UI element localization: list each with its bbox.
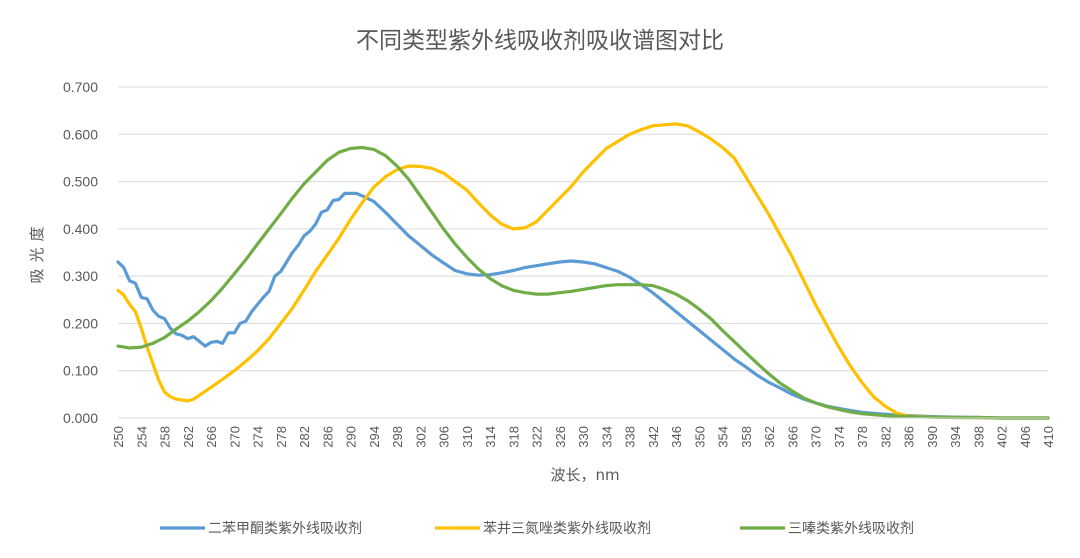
y-tick-label: 0.100 [63, 363, 98, 379]
x-tick-label: 334 [599, 426, 614, 448]
x-tick-label: 366 [785, 426, 800, 448]
x-tick-label: 382 [878, 426, 893, 448]
x-tick-label: 338 [623, 426, 638, 448]
x-tick-label: 362 [762, 426, 777, 448]
x-tick-label: 330 [576, 426, 591, 448]
x-tick-label: 298 [390, 426, 405, 448]
y-axis-label: 吸光度 [28, 220, 46, 283]
chart-title: 不同类型紫外线吸收剂吸收谱图对比 [356, 28, 724, 54]
x-tick-label: 326 [553, 426, 568, 448]
x-axis-label: 波长，nm [550, 466, 619, 484]
x-tick-label: 314 [483, 426, 498, 448]
y-tick-label: 0.300 [63, 268, 98, 284]
x-tick-label: 354 [716, 426, 731, 448]
y-tick-label: 0.600 [63, 126, 98, 142]
y-tick-label: 0.200 [63, 315, 98, 331]
legend-label: 三嗪类紫外线吸收剂 [788, 521, 914, 537]
x-tick-label: 250 [111, 426, 126, 448]
x-tick-label: 274 [251, 426, 266, 448]
x-tick-label: 322 [530, 426, 545, 448]
legend-label: 苯并三氮唑类紫外线吸收剂 [483, 520, 651, 537]
y-tick-label: 0.700 [63, 79, 98, 95]
series-line-3 [116, 145, 1050, 420]
x-tick-label: 270 [227, 426, 242, 448]
x-tick-label: 254 [134, 426, 149, 448]
x-tick-label: 390 [925, 426, 940, 448]
x-tick-label: 310 [460, 426, 475, 448]
x-tick-label: 290 [344, 426, 359, 448]
x-tick-label: 342 [646, 426, 661, 448]
x-tick-label: 350 [692, 426, 707, 448]
y-tick-label: 0.400 [63, 221, 98, 237]
x-tick-label: 398 [971, 426, 986, 448]
x-tick-label: 266 [204, 426, 219, 448]
x-tick-label: 386 [902, 426, 917, 448]
x-tick-label: 378 [855, 426, 870, 448]
x-tick-label: 302 [413, 426, 428, 448]
x-tick-label: 358 [739, 426, 754, 448]
series-line-2 [116, 122, 1050, 420]
x-tick-label: 286 [320, 426, 335, 448]
x-tick-label: 370 [809, 426, 824, 448]
grid-layer [118, 86, 1048, 372]
series-line-1 [116, 191, 1050, 420]
legend: 二苯甲酮类紫外线吸收剂 苯并三氮唑类紫外线吸收剂 三嗪类紫外线吸收剂 [160, 520, 914, 537]
x-tick-label: 406 [1018, 426, 1033, 448]
x-tick-label: 282 [297, 426, 312, 448]
x-tick-label: 318 [506, 426, 521, 448]
x-tick-label: 262 [181, 426, 196, 448]
x-tick-label: 374 [832, 426, 847, 448]
legend-label: 二苯甲酮类紫外线吸收剂 [208, 520, 362, 537]
y-tick-labels: 0.000 0.100 0.200 0.300 0.400 0.500 0.600 0.700 [63, 79, 98, 426]
series-layer [116, 122, 1050, 420]
y-tick-label: 0.500 [63, 174, 98, 190]
x-tick-label: 346 [669, 426, 684, 448]
x-tick-labels: 250 254 258 262 266 270 274 278 282 286 290 294 298 3… [111, 426, 1056, 448]
y-tick-label: 0.000 [63, 410, 98, 426]
x-tick-label: 410 [1041, 426, 1056, 448]
x-tick-label: 294 [367, 426, 382, 448]
x-tick-label: 306 [437, 426, 452, 448]
x-tick-label: 258 [158, 426, 173, 448]
x-tick-label: 402 [995, 426, 1010, 448]
x-tick-label: 278 [274, 426, 289, 448]
x-tick-label: 394 [948, 426, 963, 448]
